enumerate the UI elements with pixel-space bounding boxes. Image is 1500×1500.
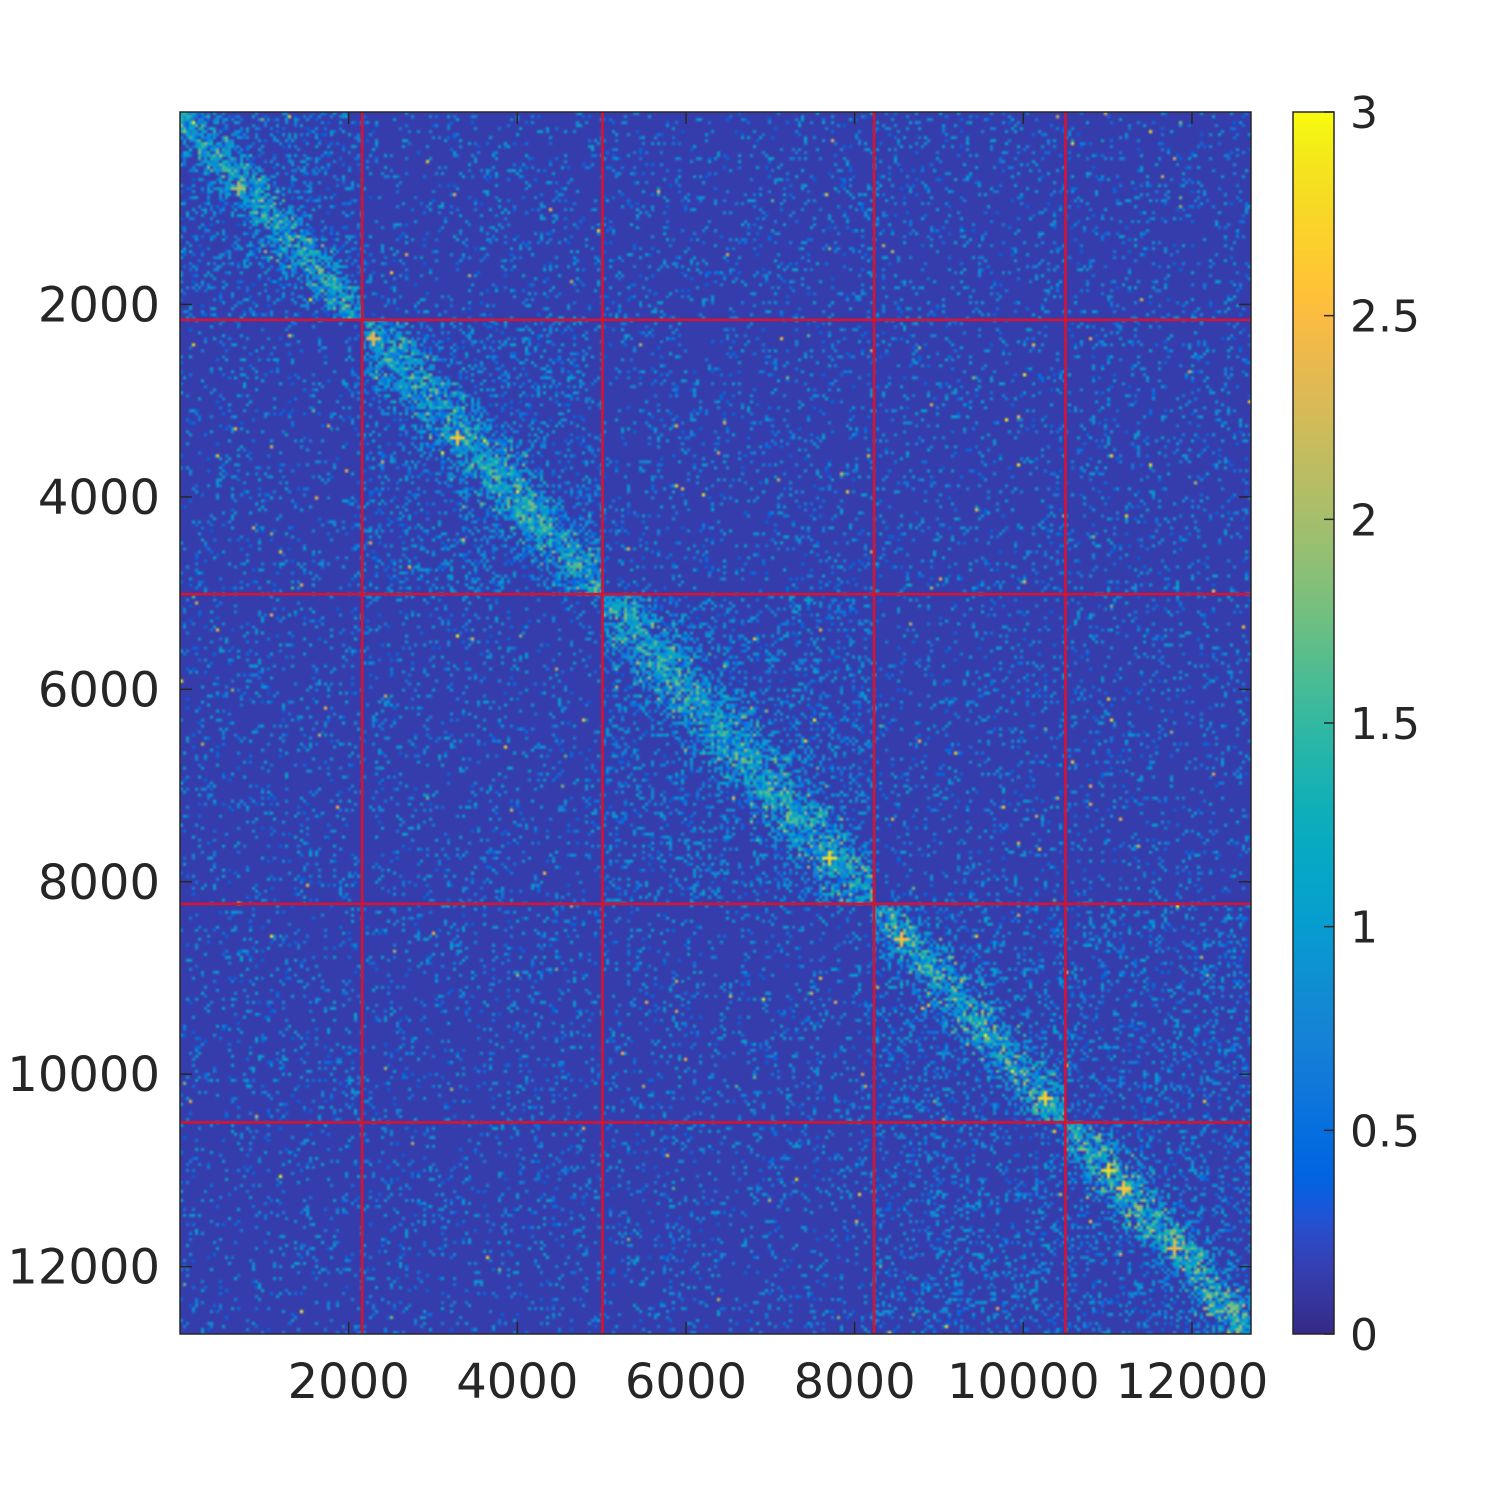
x-tick-label-1: 4000 bbox=[456, 1354, 578, 1410]
x-tick-label-2: 6000 bbox=[625, 1354, 747, 1410]
x-axis: 2000 4000 6000 8000 10000 12000 bbox=[288, 112, 1269, 1410]
y-tick-label-1: 4000 bbox=[38, 470, 160, 526]
colorbar: 0 0.5 1 1.5 2 2.5 3 bbox=[1292, 88, 1420, 1361]
plot-frame bbox=[179, 111, 1252, 1335]
x-tick-label-0: 2000 bbox=[288, 1354, 410, 1410]
y-tick-label-4: 10000 bbox=[7, 1047, 160, 1103]
x-tick-label-4: 10000 bbox=[947, 1354, 1100, 1410]
y-tick-label-3: 8000 bbox=[38, 855, 160, 911]
colorbar-tick-label-3: 1.5 bbox=[1350, 699, 1420, 750]
block-boundary-lines bbox=[180, 112, 1251, 1334]
y-tick-label-5: 12000 bbox=[7, 1240, 160, 1296]
heatmap-image bbox=[180, 112, 1251, 1334]
colorbar-tick-label-6: 3 bbox=[1350, 88, 1378, 139]
colorbar-tick-label-5: 2.5 bbox=[1350, 292, 1420, 343]
colorbar-tick-label-0: 0 bbox=[1350, 1310, 1378, 1361]
y-tick-label-0: 2000 bbox=[38, 277, 160, 333]
y-axis: 2000 4000 6000 8000 10000 12000 bbox=[7, 277, 1251, 1296]
colorbar-tick-label-2: 1 bbox=[1350, 903, 1378, 954]
y-tick-label-2: 6000 bbox=[38, 662, 160, 718]
x-tick-label-3: 8000 bbox=[794, 1354, 916, 1410]
colorbar-tick-label-1: 0.5 bbox=[1350, 1106, 1420, 1157]
colorbar-ticks: 0 0.5 1 1.5 2 2.5 3 bbox=[1324, 88, 1420, 1361]
colorbar-tick-label-4: 2 bbox=[1350, 495, 1378, 546]
x-tick-label-5: 12000 bbox=[1116, 1354, 1269, 1410]
